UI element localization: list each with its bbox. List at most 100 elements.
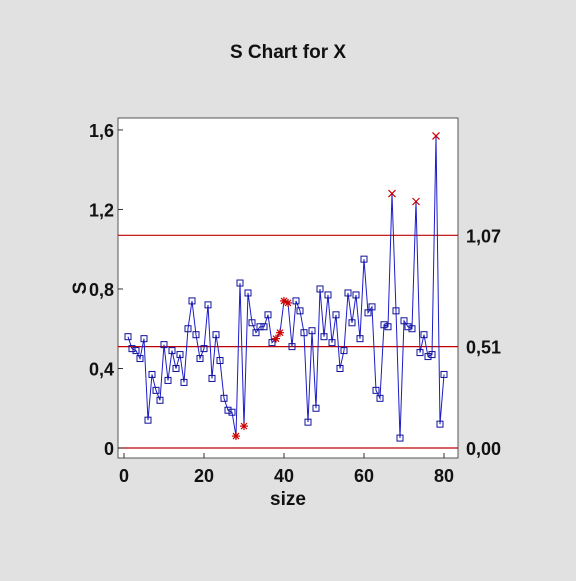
data-point [176,351,184,359]
data-point [396,434,404,442]
data-point [224,406,232,414]
data-point [164,376,172,384]
data-point [324,291,332,299]
data-point [184,325,192,333]
out-of-control-point [432,131,440,140]
out-of-control-point [388,189,396,198]
control-limits: 1,07 0,51 0,00 [118,226,501,459]
limit-label-ucl: 1,07 [466,226,501,246]
data-point [168,347,176,355]
data-point [360,255,368,263]
data-point [220,394,228,402]
data-point [180,378,188,386]
data-point [372,386,380,394]
x-axis-label: size [270,489,306,510]
data-point [300,329,308,337]
data-point [392,307,400,315]
data-point [252,329,260,337]
data-point [376,394,384,402]
limit-label-cl: 0,51 [466,338,501,358]
data-point [408,325,416,333]
x-tick-label: 0 [119,466,129,486]
series-line [127,135,445,439]
plot-area [117,117,459,459]
data-point [236,279,244,287]
x-tick-label: 20 [194,466,214,486]
data-point [192,331,200,339]
data-point [364,309,372,317]
flagged-point [284,298,292,307]
data-point [188,297,196,305]
data-point [304,418,312,426]
limit-label-lcl: 0,00 [466,439,501,459]
data-point [400,317,408,325]
axes: 0 20 40 60 80 0 0,4 0,8 1,2 1,6 [89,121,454,486]
data-point [204,301,212,309]
data-series [127,135,445,439]
flagged-point [232,432,240,441]
y-tick-label: 0,8 [89,280,114,300]
data-point [420,331,428,339]
y-tick-label: 1,2 [89,200,114,220]
data-point [196,355,204,363]
data-point [436,420,444,428]
data-point [320,333,328,341]
data-point [144,416,152,424]
data-point [336,364,344,372]
data-point [368,303,376,311]
y-tick-label: 0 [104,439,114,459]
data-point [348,319,356,327]
data-point [200,345,208,353]
data-point [228,408,236,416]
data-point [316,285,324,293]
y-tick-label: 1,6 [89,121,114,141]
data-point [264,311,272,319]
data-point [124,333,132,341]
data-point [328,339,336,347]
data-point [288,343,296,351]
data-point [156,396,164,404]
flagged-point [276,328,284,337]
x-tick-label: 40 [274,466,294,486]
data-point [260,323,268,331]
data-point [140,335,148,343]
data-point [212,331,220,339]
data-point [136,355,144,363]
x-tick-label: 80 [434,466,454,486]
data-point [384,323,392,331]
chart-title: S Chart for X [230,42,346,63]
data-point [208,374,216,382]
data-point [296,307,304,315]
data-point [244,289,252,297]
data-point [172,364,180,372]
data-point [308,327,316,335]
flagged-point [272,334,280,343]
data-point [356,335,364,343]
data-point [148,370,156,378]
data-point [152,386,160,394]
data-point [380,321,388,329]
data-point [424,353,432,361]
out-of-control-point [412,197,420,206]
data-markers [124,255,448,442]
data-point [132,347,140,355]
data-point [440,370,448,378]
y-axis-label: S [70,282,91,295]
data-point [292,297,300,305]
data-point [340,347,348,355]
data-point [216,357,224,365]
y-tick-label: 0,4 [89,359,114,379]
data-point [128,345,136,353]
data-point [312,404,320,412]
data-point [344,289,352,297]
data-point [160,341,168,349]
data-point [256,323,264,331]
data-point [332,311,340,319]
data-point [416,349,424,357]
flagged-point [240,422,248,431]
data-point [268,339,276,347]
data-point [404,323,412,331]
x-tick-label: 60 [354,466,374,486]
